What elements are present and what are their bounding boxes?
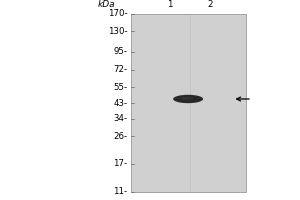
Text: 95-: 95- [113, 47, 128, 56]
Text: 43-: 43- [113, 99, 128, 108]
Text: 11-: 11- [113, 188, 128, 196]
Text: 26-: 26- [113, 132, 128, 141]
Text: 17-: 17- [113, 159, 128, 168]
FancyBboxPatch shape [130, 14, 246, 192]
Text: 72-: 72- [113, 65, 128, 74]
Text: 1: 1 [167, 0, 172, 9]
Text: 2: 2 [207, 0, 213, 9]
Ellipse shape [173, 95, 203, 103]
Text: 170-: 170- [108, 9, 128, 19]
Text: 55-: 55- [113, 83, 128, 92]
Text: kDa: kDa [98, 0, 116, 9]
Ellipse shape [180, 97, 194, 99]
Text: 34-: 34- [113, 114, 128, 123]
Text: 130-: 130- [108, 27, 128, 36]
